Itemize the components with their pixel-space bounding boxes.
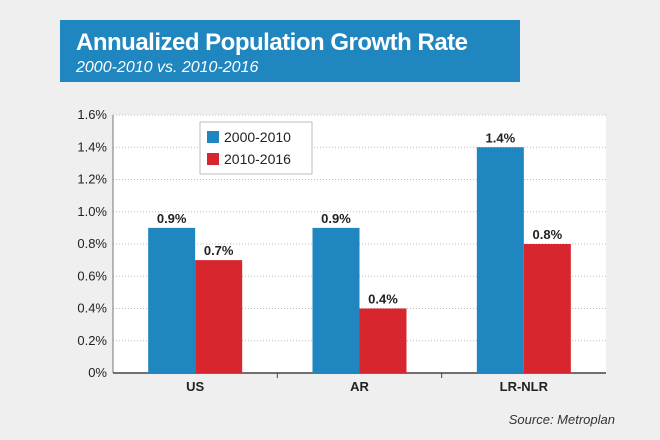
data-label: 0.8% [533, 227, 563, 242]
chart-title: Annualized Population Growth Rate [76, 29, 468, 56]
data-label: 0.4% [368, 292, 398, 307]
y-tick-label: 0.4% [77, 301, 107, 316]
legend-box [199, 121, 313, 175]
chart-header: Annualized Population Growth Rate 2000-2… [60, 20, 520, 82]
data-label: 0.9% [321, 211, 351, 226]
bar-2000-2010-ar [312, 227, 360, 373]
legend-label: 2010-2016 [224, 151, 291, 167]
x-tick-label: US [186, 379, 204, 394]
legend-swatch [207, 153, 219, 165]
legend-swatch [207, 131, 219, 143]
source-note: Source: Metroplan [508, 412, 615, 427]
data-label: 0.9% [157, 211, 187, 226]
y-tick-label: 0.2% [77, 333, 107, 348]
y-tick-label: 1.4% [77, 139, 107, 154]
x-tick-label: AR [350, 379, 369, 394]
y-tick-label: 1.0% [77, 204, 107, 219]
chart-subtitle: 2000-2010 vs. 2010-2016 [76, 59, 259, 76]
bar-2000-2010-lr-nlr [476, 147, 524, 373]
legend-label: 2000-2010 [224, 129, 291, 145]
y-tick-label: 1.6% [77, 107, 107, 122]
y-tick-label: 0% [88, 365, 107, 380]
bar-2010-2016-ar [359, 308, 407, 373]
data-label: 0.7% [204, 243, 234, 258]
y-tick-label: 0.8% [77, 236, 107, 251]
y-tick-label: 0.6% [77, 268, 107, 283]
bar-2010-2016-lr-nlr [523, 244, 571, 373]
bar-2010-2016-us [195, 260, 243, 373]
x-tick-label: LR-NLR [500, 379, 549, 394]
y-tick-label: 1.2% [77, 172, 107, 187]
bar-2000-2010-us [148, 227, 196, 373]
data-label: 1.4% [486, 130, 516, 145]
